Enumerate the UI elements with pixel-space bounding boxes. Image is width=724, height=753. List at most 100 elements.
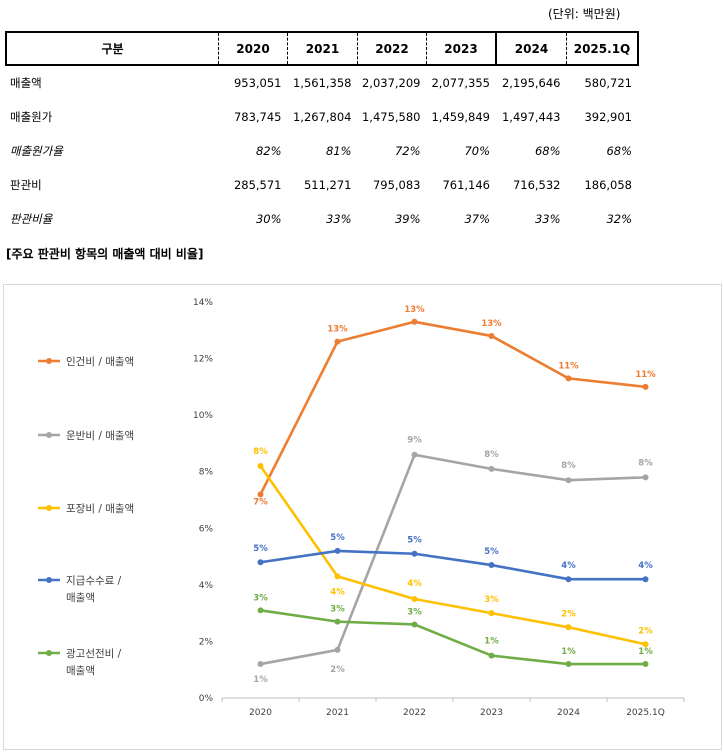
data-point: [411, 596, 418, 602]
table-row: 판관비율 30% 33% 39% 37% 33% 32%: [6, 202, 638, 236]
legend-swatch-point: [46, 650, 52, 656]
data-label: 1%: [561, 647, 576, 657]
row-label: 매출원가율: [10, 144, 63, 158]
data-point: [565, 576, 572, 583]
cell: 72%: [394, 144, 421, 158]
table-row: 매출원가 783,745 1,267,804 1,475,580 1,459,8…: [6, 100, 638, 134]
data-label: 11%: [635, 370, 656, 380]
data-point: [642, 576, 649, 583]
data-point: [642, 641, 649, 648]
legend-swatch-point: [46, 432, 52, 438]
table-row: 판관비 285,571 511,271 795,083 761,146 716,…: [6, 168, 638, 202]
series-line: [259, 453, 647, 666]
data-point: [411, 550, 418, 557]
cell: 2,037,209: [361, 76, 421, 90]
x-tick-label: 2020: [249, 708, 272, 718]
cell: 285,571: [233, 178, 282, 192]
data-label: 13%: [327, 325, 348, 335]
cell: 33%: [534, 212, 561, 226]
data-point: [411, 451, 418, 458]
data-point: [334, 573, 341, 580]
data-point: [488, 610, 495, 617]
cell: 1,459,849: [431, 110, 490, 124]
data-point: [257, 491, 264, 498]
data-label: 8%: [638, 458, 653, 468]
y-tick-label: 2%: [199, 637, 214, 647]
y-tick-label: 0%: [199, 694, 214, 704]
data-point: [565, 624, 572, 631]
cell: 716,532: [512, 178, 561, 192]
data-point: [565, 477, 572, 484]
data-point: [334, 618, 341, 625]
cell: 2,195,646: [501, 76, 561, 90]
cell: 70%: [464, 144, 490, 158]
cell: 68%: [606, 144, 632, 158]
cell: 761,146: [442, 178, 490, 192]
data-label: 3%: [407, 607, 422, 617]
data-label: 2%: [561, 609, 576, 619]
data-label: 4%: [638, 561, 653, 571]
cell: 783,745: [233, 110, 282, 124]
x-tick-label: 2025.1Q: [626, 708, 665, 718]
row-label: 판관비: [10, 178, 42, 192]
data-label: 4%: [330, 587, 345, 597]
legend-label: 매출액: [66, 665, 95, 677]
legend-label: 지급수수료 /: [66, 575, 122, 587]
financial-table: 구분 2020 2021 2022 2023 2024 2025.1Q 매출액 …: [5, 31, 639, 236]
cell: 81%: [325, 144, 352, 158]
row-label: 매출원가: [10, 110, 53, 124]
data-label: 4%: [561, 561, 576, 571]
data-label: 7%: [253, 497, 268, 507]
data-point: [488, 332, 495, 339]
chart-title: [주요 판관비 항목의 매출액 대비 비율]: [6, 247, 204, 261]
header-2022: 2022: [357, 31, 427, 66]
data-point: [488, 465, 495, 472]
data-label: 1%: [638, 647, 653, 657]
y-tick-label: 8%: [199, 468, 214, 478]
data-label: 5%: [330, 533, 345, 543]
cell: 2,077,355: [431, 76, 490, 90]
data-point: [334, 547, 341, 554]
row-label: 매출액: [10, 76, 42, 90]
data-point: [642, 383, 649, 390]
data-point: [334, 646, 341, 653]
data-point: [642, 474, 649, 481]
data-point: [565, 661, 572, 668]
legend-swatch-point: [46, 505, 52, 511]
legend-label: 인건비 / 매출액: [66, 356, 134, 368]
data-label: 8%: [253, 447, 268, 457]
series-line: [259, 320, 647, 496]
legend-label: 포장비 / 매출액: [66, 503, 134, 515]
data-label: 1%: [484, 637, 499, 647]
cell: 511,271: [303, 178, 352, 192]
x-tick-label: 2024: [557, 708, 580, 718]
legend-label: 매출액: [66, 592, 95, 604]
legend-swatch-point: [46, 358, 52, 364]
data-label: 5%: [484, 547, 499, 557]
data-point: [565, 375, 572, 382]
cell: 82%: [255, 144, 282, 158]
legend-label: 광고선전비 /: [66, 648, 122, 660]
cell: 1,475,580: [361, 110, 421, 124]
data-point: [257, 463, 264, 470]
cell: 39%: [394, 212, 421, 226]
data-label: 5%: [253, 544, 268, 554]
data-point: [334, 338, 341, 345]
data-label: 11%: [558, 361, 579, 371]
cell: 186,058: [584, 178, 632, 192]
cell: 68%: [534, 144, 561, 158]
header-2023: 2023: [426, 31, 497, 66]
y-tick-label: 6%: [199, 524, 214, 534]
data-label: 13%: [404, 305, 425, 315]
unit-label: (단위: 백만원): [548, 7, 621, 21]
legend-swatch-point: [46, 577, 52, 583]
cell: 392,901: [584, 110, 632, 124]
data-label: 3%: [253, 593, 268, 603]
x-tick-label: 2023: [480, 708, 503, 718]
legend-label: 운반비 / 매출액: [66, 430, 134, 442]
cell: 580,721: [584, 76, 632, 90]
cell: 33%: [325, 212, 352, 226]
x-tick-label: 2022: [403, 708, 426, 718]
data-label: 8%: [484, 450, 499, 460]
